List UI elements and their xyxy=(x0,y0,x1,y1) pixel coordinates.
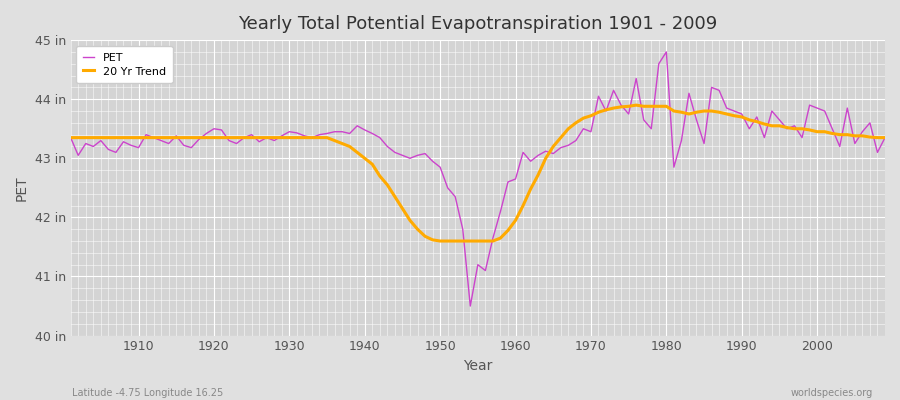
PET xyxy=(661,50,671,54)
Y-axis label: PET: PET xyxy=(15,175,29,201)
PET xyxy=(66,135,77,140)
20 Yr Trend xyxy=(631,103,642,108)
PET xyxy=(518,150,528,155)
20 Yr Trend xyxy=(510,218,521,223)
Text: worldspecies.org: worldspecies.org xyxy=(791,388,873,398)
20 Yr Trend xyxy=(66,135,77,140)
PET xyxy=(337,129,347,134)
PET xyxy=(879,135,890,140)
20 Yr Trend xyxy=(292,135,302,140)
20 Yr Trend xyxy=(337,141,347,146)
Legend: PET, 20 Yr Trend: PET, 20 Yr Trend xyxy=(76,46,173,83)
PET xyxy=(510,176,521,181)
PET xyxy=(465,304,476,308)
20 Yr Trend xyxy=(518,203,528,208)
20 Yr Trend xyxy=(435,239,446,244)
Text: Latitude -4.75 Longitude 16.25: Latitude -4.75 Longitude 16.25 xyxy=(72,388,223,398)
PET xyxy=(292,130,302,135)
X-axis label: Year: Year xyxy=(464,359,492,373)
20 Yr Trend xyxy=(879,135,890,140)
Line: 20 Yr Trend: 20 Yr Trend xyxy=(71,105,885,241)
20 Yr Trend xyxy=(126,135,137,140)
PET xyxy=(126,143,137,148)
PET xyxy=(608,88,619,93)
Line: PET: PET xyxy=(71,52,885,306)
20 Yr Trend xyxy=(608,106,619,110)
Title: Yearly Total Potential Evapotranspiration 1901 - 2009: Yearly Total Potential Evapotranspiratio… xyxy=(238,15,717,33)
